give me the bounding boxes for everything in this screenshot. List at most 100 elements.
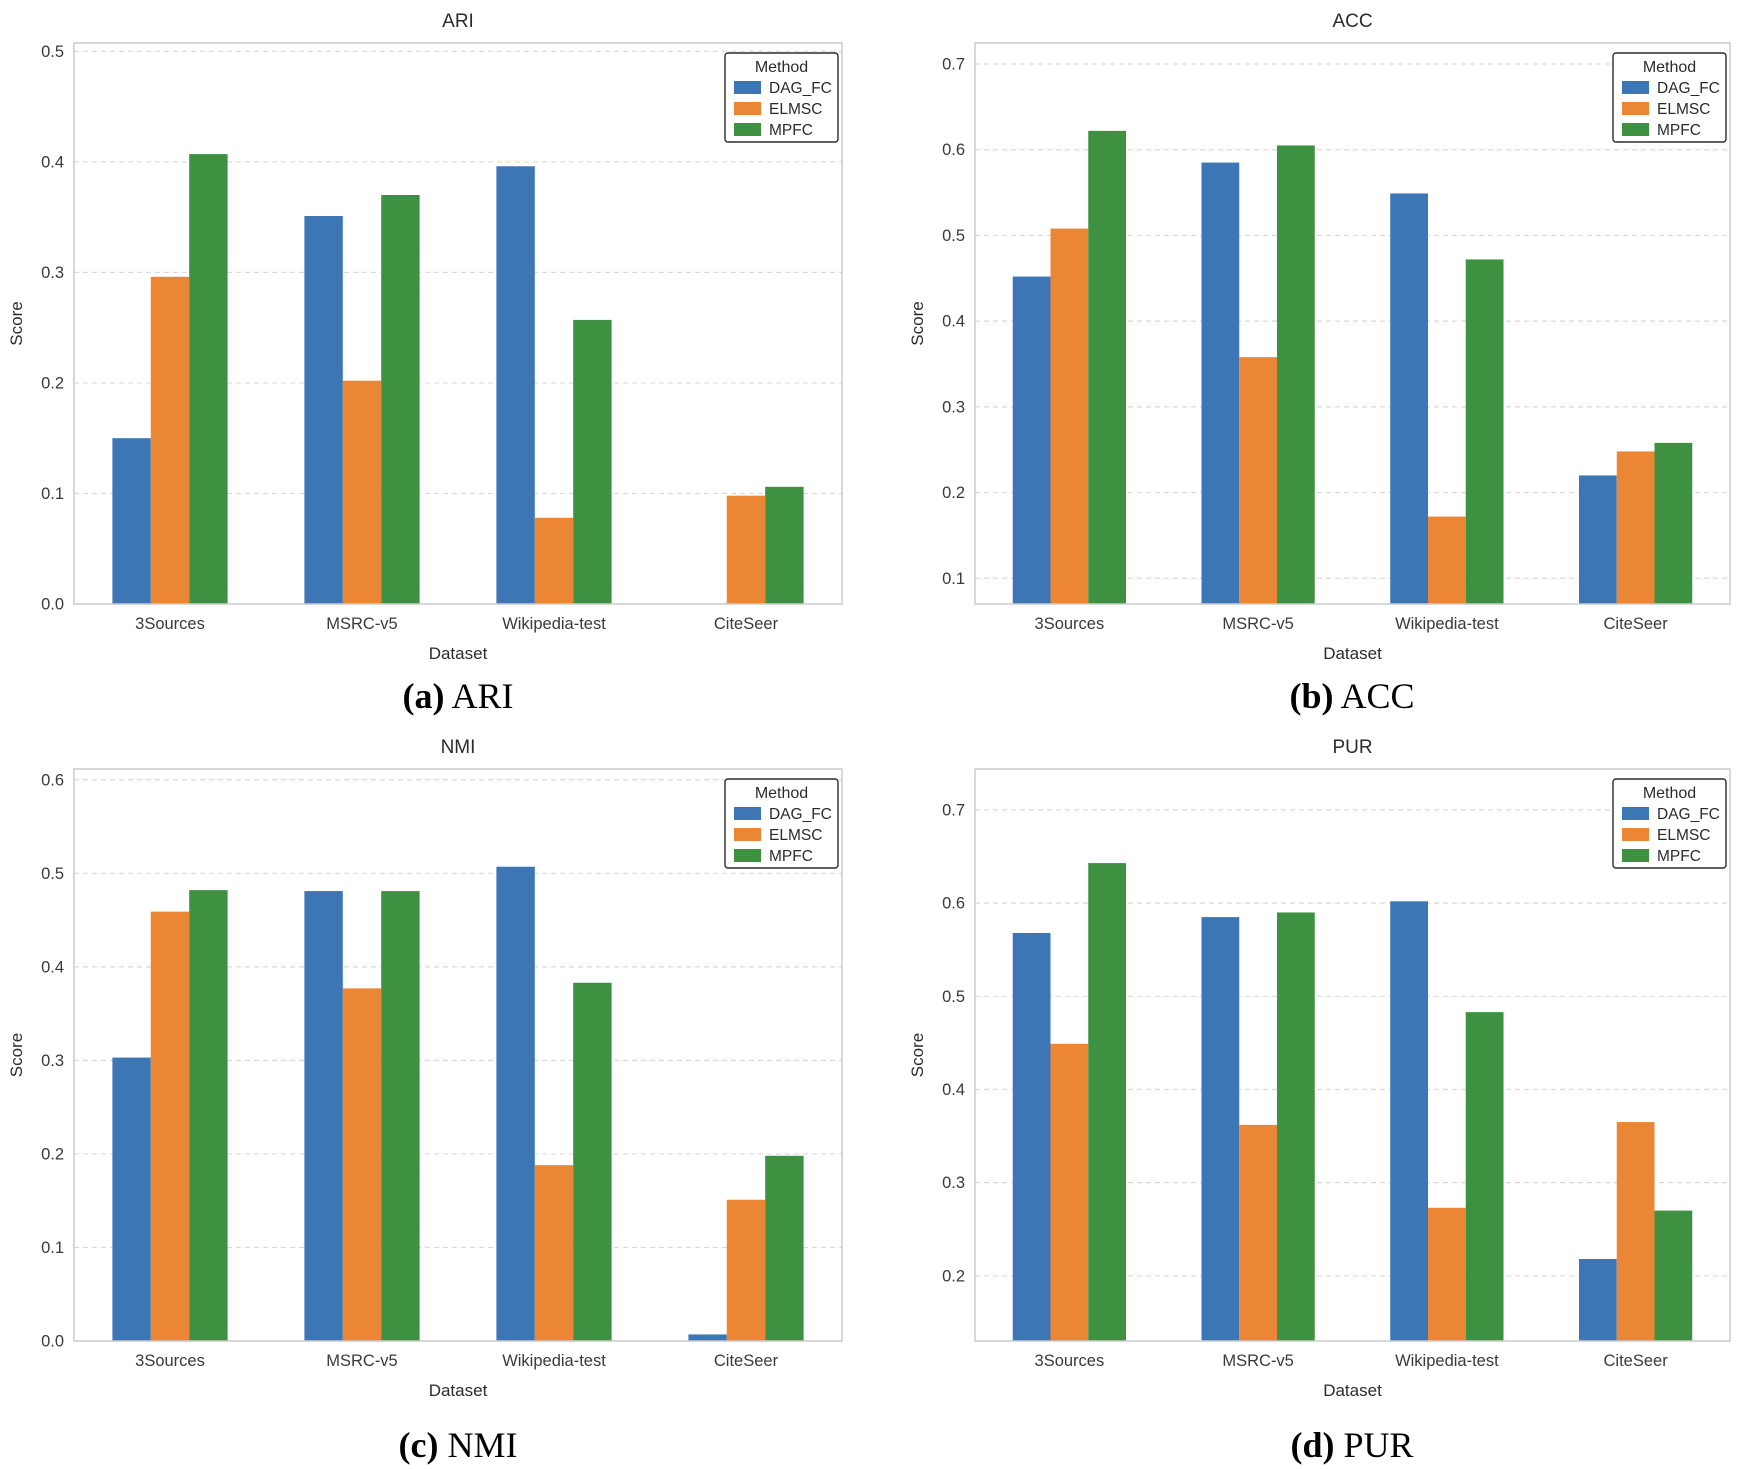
x-tick-label: MSRC-v5 [1222, 1352, 1294, 1370]
bar-mpfc-wikipedia-test [573, 319, 612, 604]
x-tick-label: 3Sources [135, 1352, 205, 1370]
chart-title: ARI [442, 11, 474, 32]
bar-dag_fc-citeseer [1579, 1259, 1617, 1341]
bar-elmsc-msrc-v5 [1239, 1124, 1277, 1341]
chart-nmi: 0.0 0.1 0.2 0.3 0.4 0.5 0.6 NMI Score Dataset 3Sou… [7, 737, 843, 1400]
legend-title: Method [1643, 785, 1696, 802]
bar-elmsc-wikipedia-test [534, 517, 574, 604]
y-tick-label: 0.3 [41, 264, 64, 282]
plot-border [974, 768, 1731, 1342]
legend-title: Method [1643, 59, 1696, 76]
x-tick-label: Wikipedia-test [502, 1352, 606, 1370]
legend-label-mpfc: MPFC [1657, 848, 1701, 865]
legend-label-elmsc: ELMSC [769, 827, 822, 844]
caption-label: ACC [1340, 676, 1415, 716]
y-tick-label: 0.2 [41, 374, 64, 392]
bar-dag_fc-wikipedia-test [1390, 901, 1428, 1341]
x-tick-label: 3Sources [1035, 1352, 1105, 1370]
x-tick-label: CiteSeer [714, 615, 779, 633]
bar-dag_fc-citeseer [1579, 475, 1617, 604]
chart-ari: 0.0 0.1 0.2 0.3 0.4 0.5 ARI Score Dataset 3Source… [7, 11, 843, 660]
y-tick-label: 0.5 [942, 227, 965, 245]
legend-title: Method [755, 785, 808, 802]
bar-elmsc-wikipedia-test [1428, 1207, 1466, 1341]
y-tick-label: 0.7 [942, 56, 965, 74]
bar-mpfc-3sources [189, 154, 228, 604]
bar-elmsc-3sources [1050, 228, 1089, 605]
bar-elmsc-msrc-v5 [1239, 357, 1277, 604]
legend-label-dag_fc: DAG_FC [769, 80, 832, 97]
x-tick-label: Wikipedia-test [502, 615, 606, 633]
bar-dag_fc-wikipedia-test [496, 866, 535, 1341]
legend-swatch-mpfc [734, 849, 761, 862]
y-tick-label: 0.0 [41, 596, 64, 614]
legend-swatch-mpfc [1622, 123, 1649, 136]
bar-mpfc-citeseer [1654, 1210, 1693, 1341]
caption-label: NMI [447, 1425, 518, 1465]
y-tick-label: 0.5 [41, 865, 64, 883]
bar-elmsc-citeseer [726, 1199, 766, 1341]
legend-label-elmsc: ELMSC [1657, 827, 1710, 844]
y-tick-label: 0.3 [942, 398, 965, 416]
bar-mpfc-citeseer [765, 486, 804, 604]
chart-pur: 0.2 0.3 0.4 0.5 0.6 0.7 PUR Score Dataset 3Source… [908, 737, 1731, 1400]
plot-border [73, 768, 843, 1342]
y-axis-label: Score [908, 1033, 927, 1077]
x-tick-label: CiteSeer [1604, 1352, 1669, 1370]
y-axis-label: Score [7, 301, 26, 345]
y-axis-label: Score [908, 301, 927, 345]
bar-dag_fc-3sources [112, 438, 151, 604]
y-tick-label: 0.2 [942, 484, 965, 502]
bar-dag_fc-wikipedia-test [1390, 193, 1428, 604]
bar-elmsc-citeseer [726, 495, 766, 604]
caption-prefix: (c) [398, 1425, 439, 1465]
legend-label-mpfc: MPFC [769, 122, 813, 139]
legend-label-dag_fc: DAG_FC [1657, 80, 1720, 97]
x-axis-label: Dataset [429, 644, 488, 660]
y-tick-label: 0.7 [942, 801, 965, 819]
bar-dag_fc-3sources [1012, 932, 1051, 1341]
x-tick-label: MSRC-v5 [326, 1352, 398, 1370]
bar-mpfc-3sources [189, 890, 228, 1341]
bar-dag_fc-3sources [1012, 276, 1051, 604]
x-axis-label: Dataset [429, 1381, 488, 1400]
y-tick-label: 0.6 [942, 895, 965, 913]
caption-label: PUR [1343, 1425, 1414, 1465]
chart-acc: 0.1 0.2 0.3 0.4 0.5 0.6 0.7 ACC Score Dataset 3Sou… [908, 11, 1731, 660]
y-tick-label: 0.1 [41, 485, 64, 503]
bar-mpfc-msrc-v5 [1277, 912, 1315, 1341]
y-tick-label: 0.4 [41, 153, 64, 171]
legend-swatch-mpfc [1622, 849, 1649, 862]
bar-elmsc-citeseer [1616, 1122, 1655, 1341]
y-tick-label: 0.4 [942, 1081, 965, 1099]
bar-elmsc-wikipedia-test [1428, 516, 1466, 604]
bar-elmsc-wikipedia-test [534, 1165, 574, 1341]
x-tick-label: Wikipedia-test [1395, 1352, 1499, 1370]
y-tick-label: 0.1 [942, 570, 965, 588]
y-tick-label: 0.2 [942, 1267, 965, 1285]
legend-swatch-dag_fc [734, 81, 761, 94]
caption-acc: (b) ACC [1289, 675, 1414, 717]
x-tick-label: MSRC-v5 [1222, 615, 1294, 633]
bar-elmsc-3sources [150, 911, 190, 1341]
y-axis-label: Score [7, 1033, 26, 1077]
legend-label-mpfc: MPFC [1657, 122, 1701, 139]
plot-border [73, 42, 843, 605]
bar-dag_fc-msrc-v5 [1201, 917, 1240, 1341]
plot-border [974, 42, 1731, 605]
bar-mpfc-wikipedia-test [1465, 259, 1504, 604]
y-tick-label: 0.4 [942, 313, 965, 331]
y-tick-label: 0.1 [41, 1239, 64, 1257]
bar-mpfc-3sources [1088, 863, 1126, 1341]
legend [1612, 778, 1727, 869]
bar-mpfc-msrc-v5 [381, 194, 420, 605]
legend-label-elmsc: ELMSC [769, 101, 822, 118]
bar-elmsc-msrc-v5 [342, 988, 382, 1341]
legend-title: Method [755, 59, 808, 76]
x-tick-label: CiteSeer [1604, 615, 1669, 633]
x-tick-label: CiteSeer [714, 1352, 779, 1370]
caption-prefix: (b) [1289, 676, 1334, 716]
bar-dag_fc-msrc-v5 [1201, 162, 1240, 605]
y-tick-label: 0.3 [41, 1052, 64, 1070]
legend-swatch-dag_fc [734, 807, 761, 820]
